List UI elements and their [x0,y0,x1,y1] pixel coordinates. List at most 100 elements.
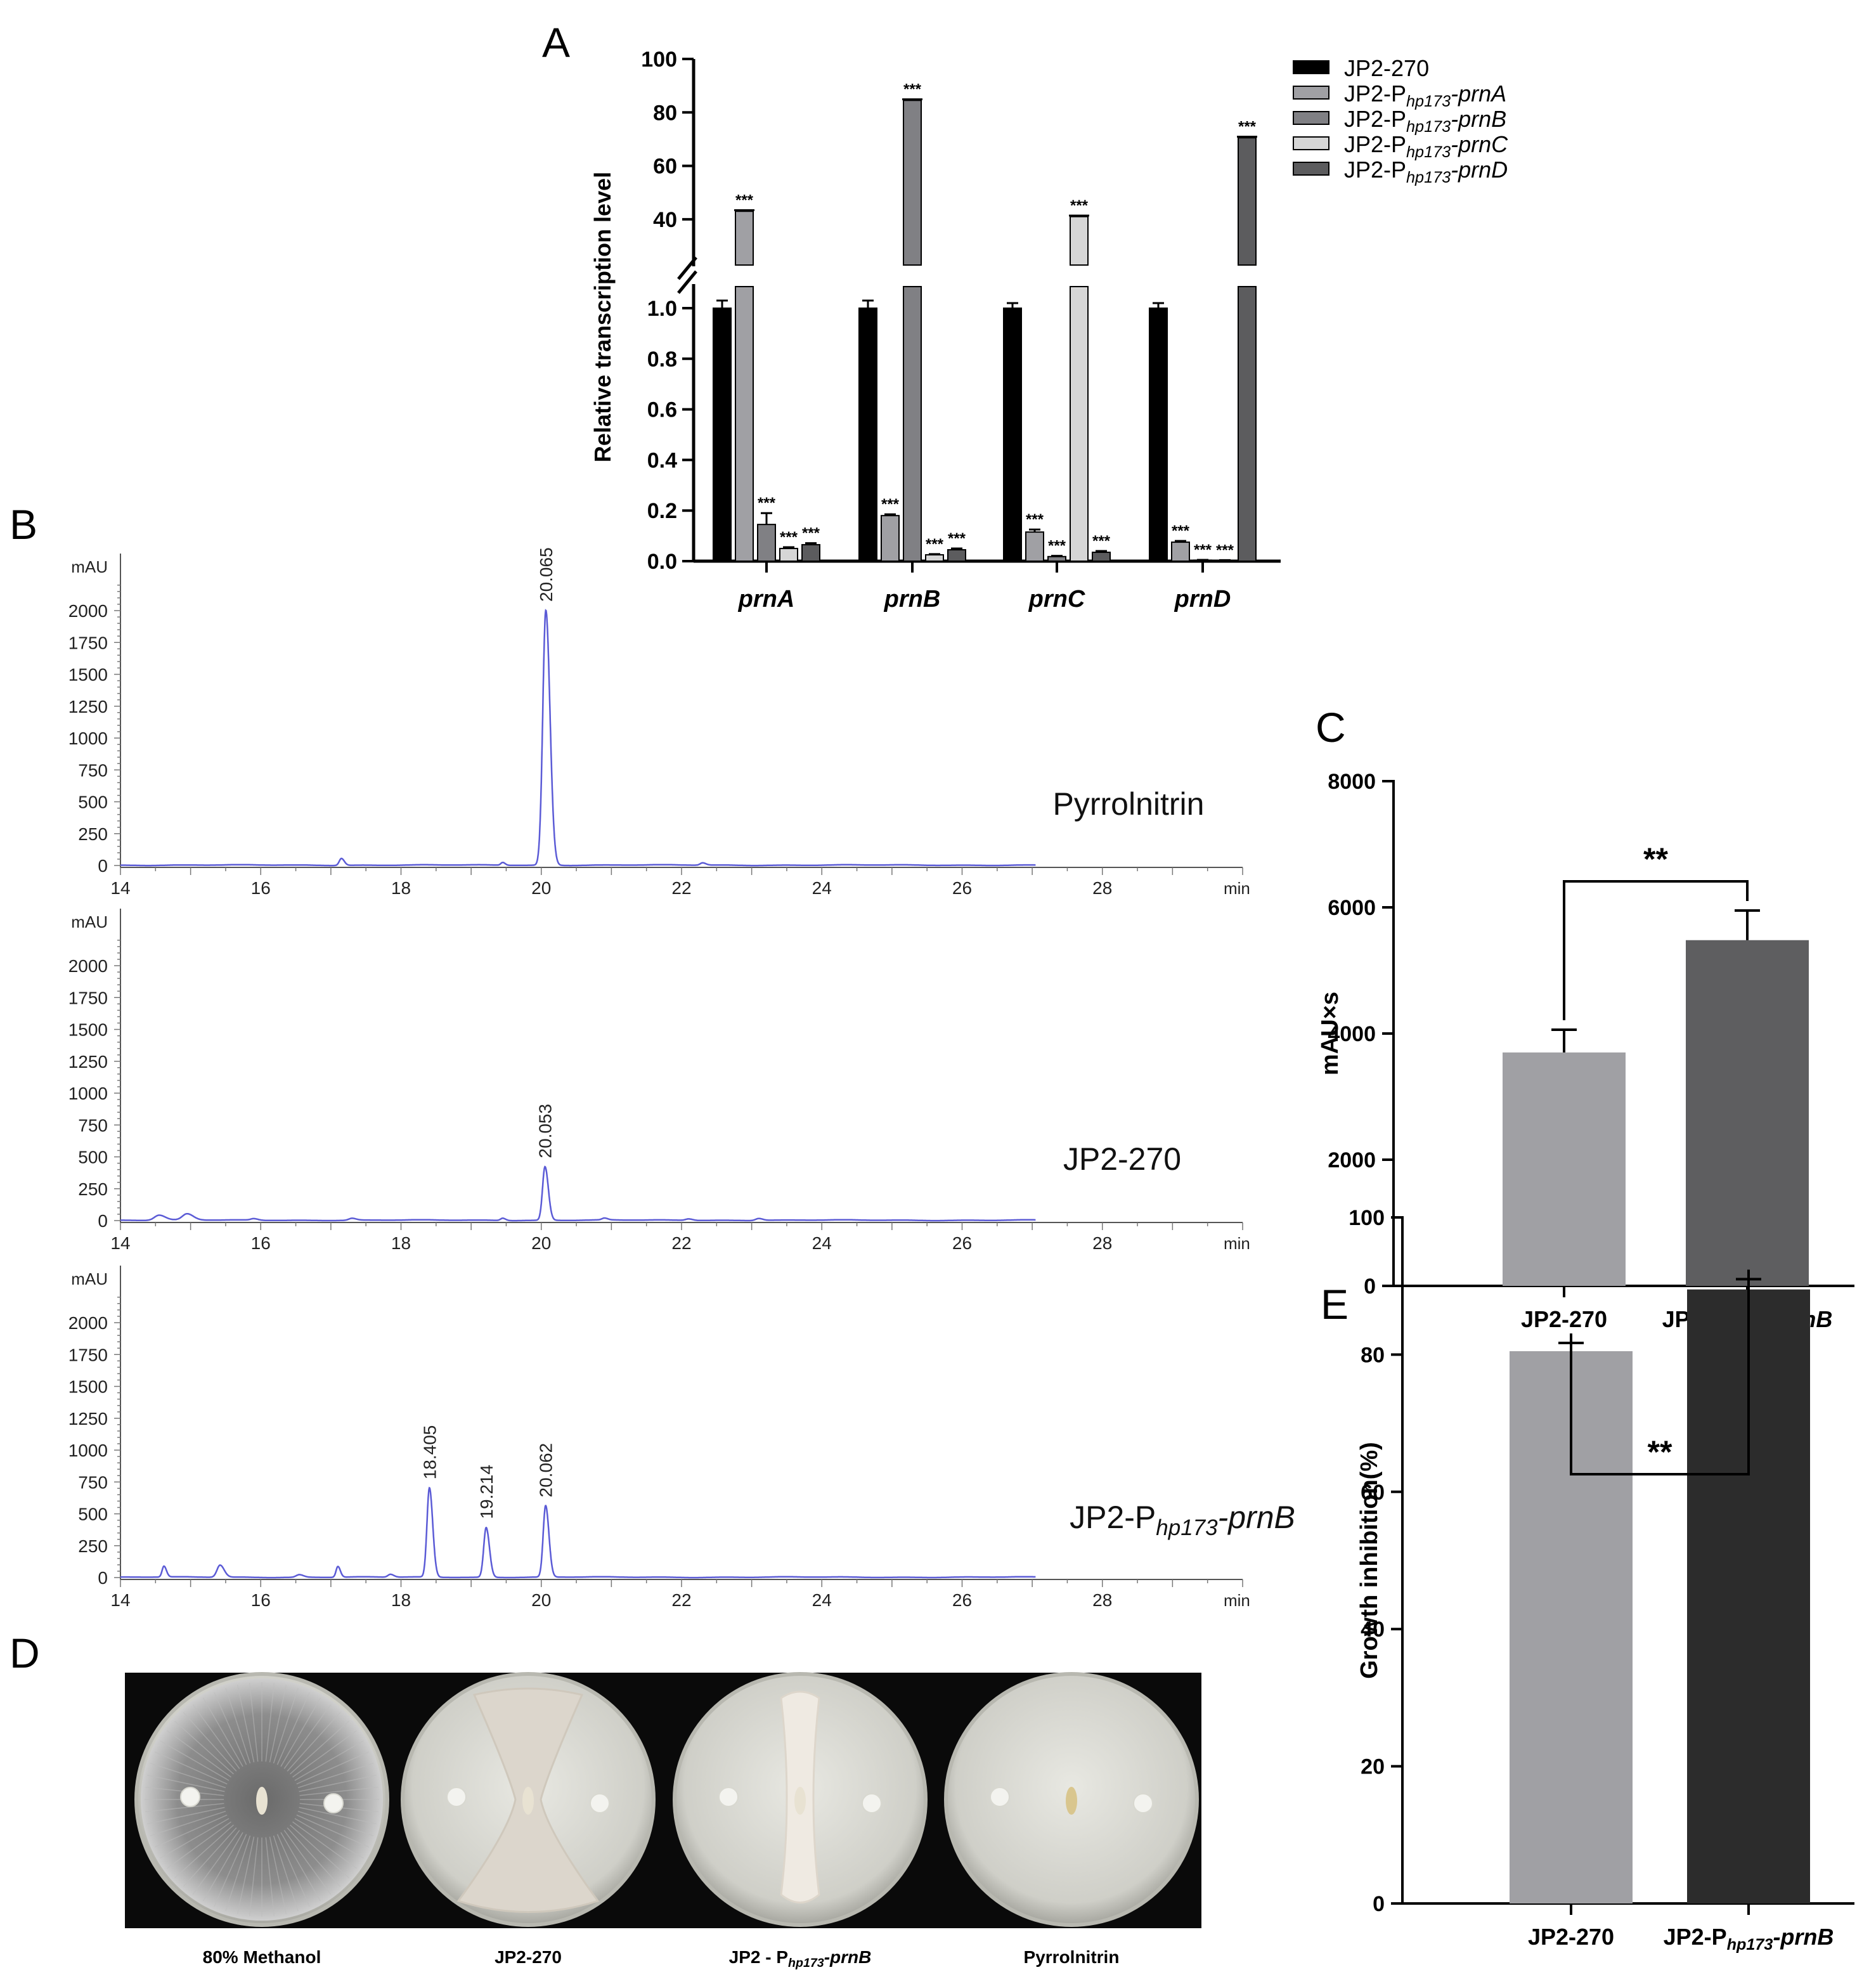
a-bar [1047,555,1066,562]
b-x-tick-label: 22 [671,1233,691,1253]
plate-hypha [287,1712,341,1772]
plate-inoculum [1066,1787,1077,1815]
b-y-tick-label: 250 [78,824,108,844]
a-bar-lower [1238,286,1257,562]
a-legend-label-sub: hp173 [1406,143,1451,161]
a-bar [1171,541,1190,562]
panel-d-plates: 80% Methanol JP2-270 JP2 - Php173-prnB Pyrr… [125,1672,1201,1970]
b-x-tick-label: 18 [391,878,411,898]
a-x-tick-label: prnA [738,586,795,613]
a-significance: *** [1194,541,1212,559]
a-legend-label-main: JP2-P [1344,106,1406,132]
small-bar [1686,940,1809,1286]
b-trace-name-main: Pyrrolnitrin [1053,786,1205,822]
b-x-tick-label: 26 [952,878,972,898]
plate-disc-right [590,1793,610,1813]
small-y-tick-label: 20 [1361,1755,1385,1779]
a-legend-label-main: JP2-P [1344,157,1406,183]
a-significance: *** [758,495,776,512]
plate-caption-main: 80% Methanol [203,1947,321,1967]
a-significance: *** [1026,511,1044,528]
plate-hypha [280,1697,321,1767]
b-y-tick-label: 750 [78,1472,108,1492]
a-legend-label-tail: -prnB [1451,106,1506,132]
plate-caption-main: Pyrrolnitrin [1024,1947,1120,1967]
b-y-tick-label: 1750 [68,988,108,1008]
small-x-tick-label: JP2-Php173-prnB [1664,1924,1834,1954]
b-trace-line [120,1165,1036,1222]
a-y-tick-label: 0.2 [647,499,677,523]
a-y-tick-label: 60 [653,155,677,179]
plate-disc-left [446,1787,467,1807]
small-y-tick-label: 80 [1361,1343,1385,1367]
a-bar [947,549,966,562]
small-y-tick-label: 8000 [1328,770,1376,794]
a-legend-label: JP2-270 [1344,55,1429,81]
small-significance: ** [1643,841,1668,877]
plate-hypha [150,1763,226,1789]
plate-hypha [297,1763,374,1789]
a-significance: *** [780,529,798,546]
a-legend-label-tail: -prnC [1451,131,1508,157]
plate-hypha [192,1830,240,1895]
plate-caption: JP2-270 [495,1947,562,1967]
a-bar-upper [1070,216,1089,266]
small-significance-bracket [1563,880,1749,1021]
plate-inoculum [794,1787,806,1815]
plate-disc-right [862,1793,882,1813]
plate-hypha [299,1774,377,1793]
plate-4 [944,1672,1199,1927]
plate-hypha [292,1821,358,1869]
b-y-tick-label: 500 [78,1505,108,1524]
b-x-tick-label: 28 [1092,1590,1112,1610]
b-y-tick-label: 2000 [68,1313,108,1333]
small-significance-bracket [1570,1269,1750,1475]
a-significance: *** [735,192,754,209]
a-bar [801,544,820,562]
a-significance: *** [948,530,966,547]
plate-hypha [146,1806,225,1825]
a-significance: *** [926,536,944,553]
b-y-unit: mAU [71,912,108,931]
plate-hypha [276,1834,310,1907]
b-y-tick-label: 500 [78,793,108,812]
plate-hypha [273,1835,299,1912]
b-y-tick-label: 2000 [68,601,108,621]
b-trace-name-sub: hp173 [1156,1515,1218,1540]
a-legend-label-main: JP2-P [1344,81,1406,107]
plate-hypha [225,1687,251,1764]
plate-caption-sub: hp173 [788,1956,824,1970]
a-significance: *** [802,525,820,542]
b-y-tick-label: 1250 [68,1052,108,1072]
plate-hypha [166,1730,231,1778]
plate-hypha [294,1818,364,1859]
b-x-tick-label: 26 [952,1233,972,1253]
b-x-tick-label: 26 [952,1590,972,1610]
a-legend-swatch [1293,60,1329,74]
a-significance: *** [1092,533,1111,550]
plate-inoculum [522,1787,534,1815]
plate-hypha [225,1835,251,1912]
b-trace-name: Pyrrolnitrin [1053,786,1205,822]
small-x-tick-label-main: JP2-P [1664,1924,1727,1950]
b-trace-name-main: JP2-P [1070,1500,1156,1535]
plate-hypha [296,1751,370,1785]
plate-hypha [214,1834,247,1907]
small-significance: ** [1648,1434,1672,1470]
panel-label-e: E [1321,1281,1349,1328]
a-legend-label-sub: hp173 [1406,93,1451,110]
b-x-tick-label: 24 [812,1233,832,1253]
plate-hypha [236,1836,255,1915]
plate-disc-left [718,1787,739,1807]
plate-hypha [297,1810,374,1836]
b-y-tick-label: 2000 [68,956,108,976]
small-x-tick-label: JP2-270 [1521,1306,1607,1332]
b-x-tick-label: 24 [812,878,832,898]
plate-hypha [183,1827,237,1887]
plate-hypha [273,1687,299,1764]
a-legend-swatch [1293,162,1329,176]
b-y-tick-label: 0 [98,1568,108,1588]
plate-hypha [249,1682,259,1762]
